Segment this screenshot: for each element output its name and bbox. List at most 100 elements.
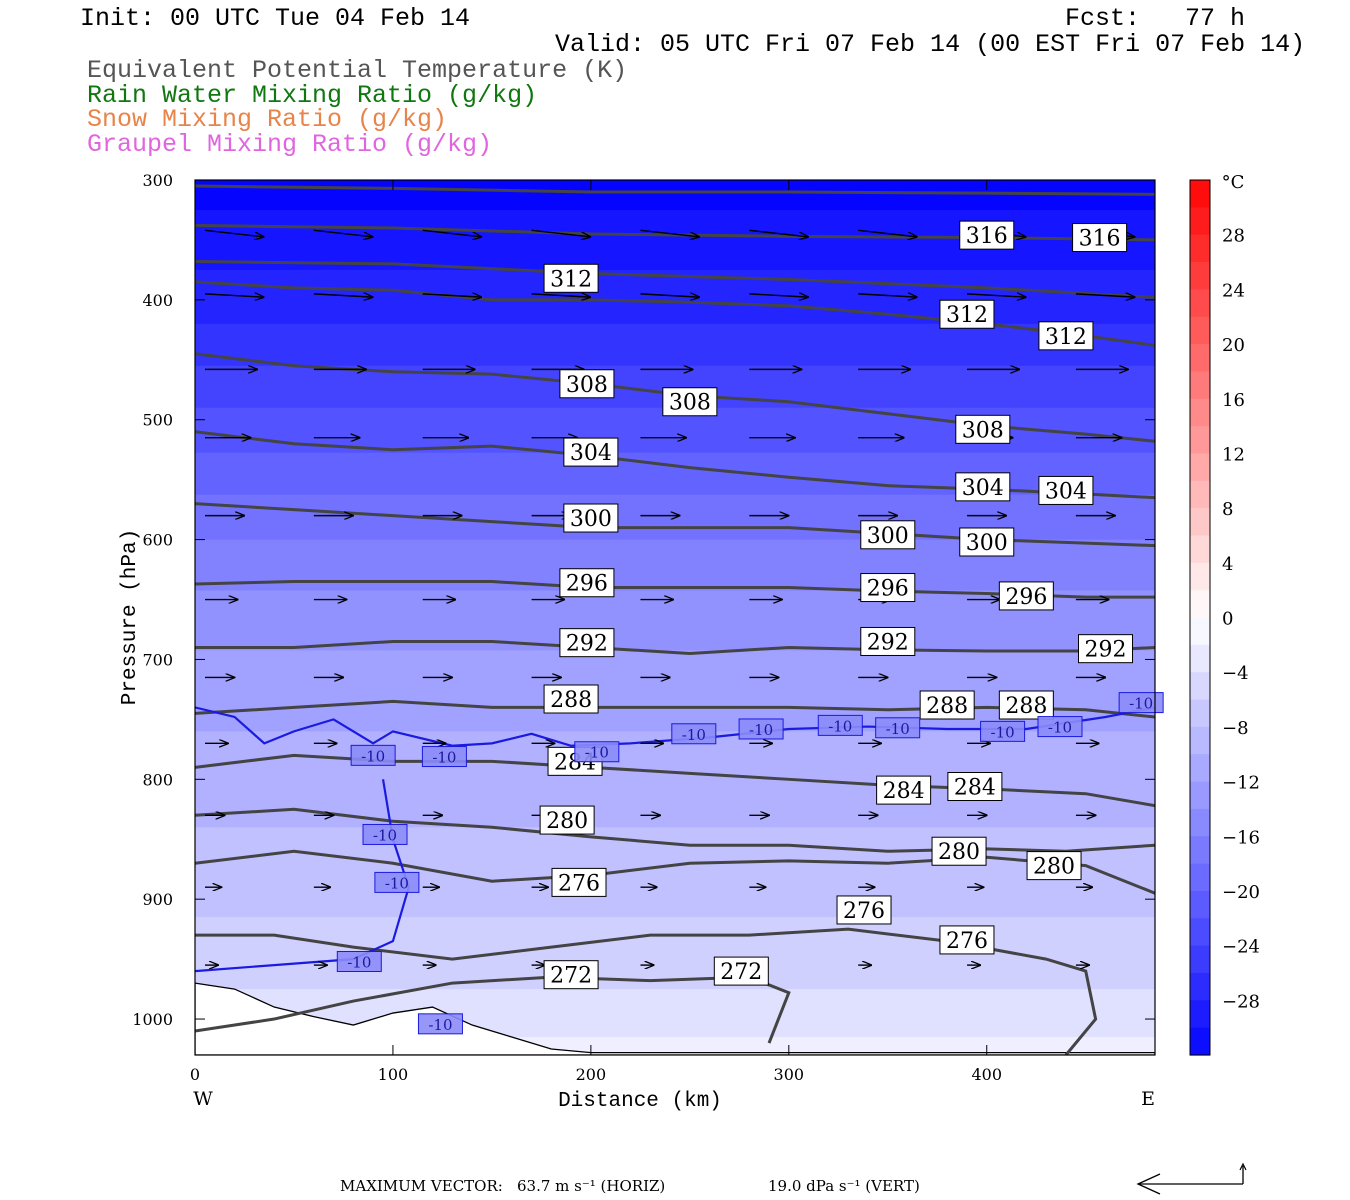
isotherm-label: -10: [991, 723, 1015, 741]
y-axis-label: Pressure (hPa): [119, 529, 142, 705]
contour-labels: 316 316 312 312 312 308 308 308 304 304 304 300 300 3…: [539, 220, 1134, 990]
isotherm-label: -10: [361, 747, 385, 765]
y-tick-label: 500: [142, 411, 173, 430]
colorbar-swatch: [1190, 508, 1210, 537]
x-tick-label: 300: [774, 1065, 805, 1084]
contour-label: 316: [966, 224, 1008, 249]
isotherm-label-box: [350, 744, 396, 766]
contour-label: 272: [720, 960, 762, 985]
x-end-label-west: W: [193, 1088, 213, 1110]
contour-label-box: [919, 690, 975, 720]
theta-e-contour: [195, 502, 1155, 548]
contour-label-box: [563, 503, 619, 533]
contour-label-box: [559, 628, 615, 658]
colorbar-swatch: [1190, 344, 1210, 373]
colorbar-swatch: [1190, 398, 1210, 427]
isotherm-label: -10: [373, 826, 397, 844]
contour-label-box: [563, 437, 619, 467]
colorbar-swatch: [1190, 754, 1210, 783]
legend-snow: Snow Mixing Ratio (g/kg): [87, 105, 448, 134]
temperature-band: [195, 650, 1155, 733]
contour-label-box: [713, 956, 769, 986]
wind-vector: [749, 229, 808, 237]
theta-e-contour: [195, 927, 1098, 1055]
contour-label: 312: [1045, 325, 1087, 350]
wind-vector: [313, 294, 373, 297]
contour-label-box: [860, 573, 916, 603]
terrain-mask: [195, 982, 1155, 1055]
isotherm-label-box: [817, 714, 863, 736]
x-end-label-east: E: [1141, 1088, 1155, 1110]
contour-label-box: [931, 836, 987, 866]
isotherm-label: -10: [428, 1016, 452, 1034]
colorbar-tick-label: −12: [1222, 773, 1260, 794]
colorbar-swatch: [1190, 726, 1210, 755]
temperature-band: [195, 269, 1155, 325]
colorbar-tick-label: −16: [1222, 827, 1260, 848]
contour-label-box: [559, 369, 615, 399]
wind-vector: [531, 229, 591, 237]
isotherm-label-box: [421, 746, 467, 768]
contour-label: 300: [570, 507, 612, 532]
wind-vector: [858, 294, 917, 297]
contour-label: 280: [1033, 855, 1075, 880]
contour-label-box: [543, 263, 599, 293]
theta-e-contour: [195, 184, 1155, 196]
isotherm-line: [195, 706, 1155, 747]
colorbar-tick-label: −20: [1222, 882, 1260, 903]
contour-label: 308: [669, 391, 711, 416]
x-tick-label: 100: [378, 1065, 409, 1084]
colorbar-tick-label: 20: [1222, 335, 1245, 356]
y-tick-label: 700: [142, 650, 173, 669]
x-tick-label: 0: [190, 1065, 200, 1084]
colorbar-swatch: [1190, 262, 1210, 290]
contour-label: 312: [550, 267, 592, 292]
wind-vector: [313, 229, 373, 237]
y-tick-label: 600: [142, 531, 173, 550]
legend-theta-e: Equivalent Potential Temperature (K): [87, 56, 628, 85]
colorbar-swatch: [1190, 781, 1210, 810]
temperature-shading: [195, 180, 1155, 1055]
wind-vector: [531, 294, 591, 297]
contour-label: 312: [946, 303, 988, 328]
colorbar-swatch: [1190, 316, 1210, 345]
colorbar-swatch: [1190, 617, 1210, 646]
isotherm-label-box: [417, 1013, 463, 1035]
contour-label: 304: [962, 476, 1004, 501]
contour-label-box: [998, 690, 1054, 720]
contour-label-box: [955, 472, 1011, 502]
theta-e-contour: [195, 280, 1155, 347]
colorbar-swatch: [1190, 699, 1210, 728]
isotherm-label-box: [336, 951, 382, 973]
colorbar-tick-label: −8: [1222, 718, 1249, 739]
contour-label: 280: [938, 840, 980, 865]
x-tick-label: 200: [576, 1065, 607, 1084]
colorbar-swatch: [1190, 371, 1210, 400]
wind-vector: [967, 294, 1026, 297]
colorbar-frame: [1189, 179, 1211, 1056]
isotherm-label-box: [875, 717, 921, 739]
colorbar-swatch: [1190, 234, 1210, 263]
contour-label: 276: [843, 899, 885, 924]
contour-label-box: [939, 925, 995, 955]
max-vector-vert: 19.0 dPa s⁻¹ (VERT): [768, 1177, 920, 1195]
contour-label-box: [860, 626, 916, 656]
isotherm-label: -10: [432, 749, 456, 767]
wind-vector: [1075, 294, 1135, 297]
contour-label-box: [1078, 634, 1134, 664]
colorbar-tick-label: 28: [1222, 226, 1245, 247]
reference-vector-icon: [1136, 1162, 1247, 1195]
contour-label: 308: [566, 373, 608, 398]
contour-label-box: [1038, 475, 1094, 505]
theta-e-contour: [195, 849, 1155, 895]
y-tick-label: 900: [142, 890, 173, 909]
contour-label: 288: [926, 694, 968, 719]
contour-label: 296: [1005, 585, 1047, 610]
colorbar-tick-label: 24: [1222, 280, 1245, 301]
contour-label: 292: [566, 632, 608, 657]
colorbar-swatch: [1190, 562, 1210, 591]
contour-label-box: [955, 414, 1011, 444]
contour-label: 300: [867, 524, 909, 549]
colorbar-tick-label: 4: [1222, 554, 1233, 575]
